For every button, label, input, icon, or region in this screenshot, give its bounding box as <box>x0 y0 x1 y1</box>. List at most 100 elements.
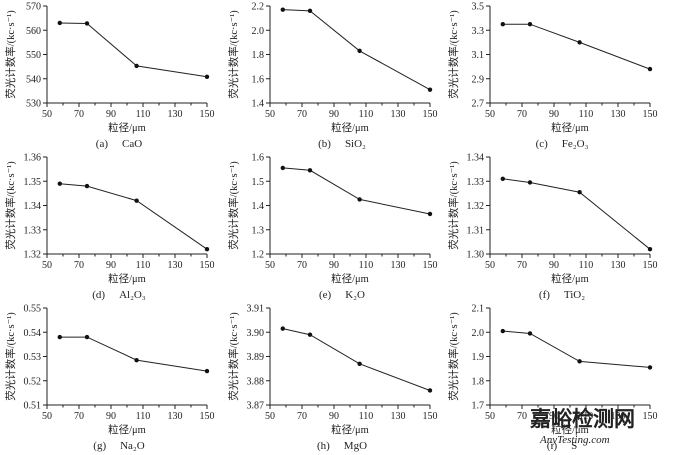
x-tick-label: 90 <box>549 109 559 120</box>
x-tick-label: 130 <box>391 411 406 422</box>
panel-name: SiO₂ <box>345 138 366 150</box>
x-tick-label: 50 <box>485 109 495 120</box>
y-axis-label: 荧光计数率/(kc·s⁻¹) <box>4 10 17 99</box>
x-tick-label: 130 <box>391 109 406 120</box>
x-tick-label: 110 <box>579 411 594 422</box>
y-tick-label: 1.33 <box>24 225 42 236</box>
x-tick-label: 70 <box>74 411 84 422</box>
y-tick-label: 1.8 <box>472 376 485 387</box>
y-tick-label: 530 <box>26 99 41 110</box>
x-tick-label: 90 <box>106 109 116 120</box>
data-point <box>204 368 210 374</box>
chart-panel-b: 50 70 90 110 130 150 1.4 1.6 1.8 2.0 2.2 粒径/μm 荧光计数率… <box>227 2 438 151</box>
data-point <box>204 74 210 80</box>
x-tick-label: 110 <box>136 260 151 271</box>
y-tick-label: 1.35 <box>24 177 42 188</box>
data-point <box>500 21 505 27</box>
x-tick-label: 90 <box>329 109 339 120</box>
chart-panel-g: 50 70 90 110 130 150 0.51 0.52 0.53 0.54 0.55 粒径/μm… <box>4 304 215 453</box>
chart-panel-i: 50 70 90 110 130 150 1.7 1.8 1.9 2.0 2.1 粒径/μm 荧光计数率… <box>447 304 658 453</box>
data-point <box>357 197 362 202</box>
y-axis-label: 荧光计数率/(kc·s⁻¹) <box>4 161 17 250</box>
y-tick-label: 3.87 <box>247 401 265 412</box>
data-point <box>577 359 582 364</box>
y-tick-label: 3.91 <box>247 304 265 315</box>
data-point <box>527 331 533 336</box>
chart-panel-c: 50 70 90 110 130 150 2.7 2.9 3.1 3.3 3.5 粒径/μm 荧光计数率… <box>447 2 658 151</box>
x-tick-label: 150 <box>423 260 438 271</box>
y-tick-label: 1.6 <box>252 74 265 85</box>
chart-panel-d: 50 70 90 110 130 150 1.32 1.33 1.34 1.35 1.36 粒径/μm… <box>4 153 215 302</box>
panel-name: K₂O <box>345 289 365 301</box>
x-tick-label: 130 <box>168 411 183 422</box>
data-point <box>427 211 433 217</box>
data-point <box>307 8 313 14</box>
y-tick-label: 3.3 <box>472 26 485 37</box>
x-tick-label: 50 <box>485 260 495 271</box>
y-tick-label: 1.5 <box>252 177 265 188</box>
data-point <box>527 180 533 185</box>
panel-caption: (b) SiO₂ <box>318 138 366 150</box>
watermark-cn: 嘉峪检测网 <box>530 407 635 431</box>
y-tick-label: 1.33 <box>467 177 485 188</box>
panel-label: (b) <box>318 138 331 150</box>
series-line <box>282 167 431 215</box>
panel-label: (f) <box>539 289 550 301</box>
x-tick-label: 90 <box>549 260 559 271</box>
x-tick-label: 70 <box>517 260 527 271</box>
x-axis-label: 粒径/μm <box>108 272 146 285</box>
y-tick-label: 1.32 <box>24 250 42 261</box>
data-point <box>500 328 505 334</box>
data-point <box>647 365 653 370</box>
data-point <box>134 63 139 69</box>
y-tick-label: 2.7 <box>472 99 485 110</box>
y-tick-label: 3.89 <box>247 352 265 363</box>
panel-caption: (a) CaO <box>96 138 142 150</box>
data-point <box>500 176 505 182</box>
x-tick-label: 150 <box>423 109 438 120</box>
x-tick-label: 130 <box>611 109 626 120</box>
panel-name: S <box>571 440 577 452</box>
x-tick-label: 110 <box>136 109 151 120</box>
x-tick-label: 70 <box>517 109 527 120</box>
x-tick-label: 70 <box>517 411 527 422</box>
y-tick-label: 550 <box>26 50 41 61</box>
y-tick-label: 0.53 <box>24 352 42 363</box>
y-tick-label: 540 <box>26 74 41 85</box>
y-tick-label: 0.54 <box>24 328 42 339</box>
y-axis-label: 荧光计数率/(kc·s⁻¹) <box>4 312 17 401</box>
x-tick-label: 50 <box>42 260 52 271</box>
x-tick-label: 70 <box>297 109 307 120</box>
x-tick-label: 90 <box>329 260 339 271</box>
data-point <box>280 7 285 12</box>
data-point <box>357 361 362 366</box>
y-tick-label: 2.9 <box>472 74 485 85</box>
x-tick-label: 90 <box>106 260 116 271</box>
data-point <box>427 87 433 92</box>
panel-name: CaO <box>122 138 142 150</box>
data-point <box>357 48 362 54</box>
x-axis-label: 粒径/μm <box>551 272 589 285</box>
panel-caption: (c) Fe₂O₃ <box>536 138 589 150</box>
panel-name: Fe₂O₃ <box>562 138 589 150</box>
y-tick-label: 2.1 <box>472 304 485 315</box>
data-point <box>527 21 533 27</box>
y-axis-label: 荧光计数率/(kc·s⁻¹) <box>227 161 240 250</box>
x-tick-label: 110 <box>136 411 151 422</box>
data-point <box>204 246 210 252</box>
y-tick-label: 1.7 <box>472 401 485 412</box>
y-tick-label: 2.0 <box>252 26 265 37</box>
x-tick-label: 130 <box>611 260 626 271</box>
y-tick-label: 2.0 <box>472 328 485 339</box>
data-point <box>84 21 90 26</box>
y-axis-label: 荧光计数率/(kc·s⁻¹) <box>447 312 460 401</box>
x-tick-label: 50 <box>265 260 275 271</box>
x-axis-label: 粒径/μm <box>108 423 146 436</box>
y-tick-label: 0.52 <box>24 376 42 387</box>
x-tick-label: 150 <box>200 260 215 271</box>
panel-caption: (g) Na₂O <box>93 440 144 452</box>
data-point <box>307 332 313 337</box>
data-point <box>134 198 139 203</box>
chart-panel-f: 50 70 90 110 130 150 1.30 1.31 1.32 1.33 1.34 粒径/μm… <box>447 153 658 302</box>
watermark-en: AnyTesting.com <box>539 434 610 446</box>
